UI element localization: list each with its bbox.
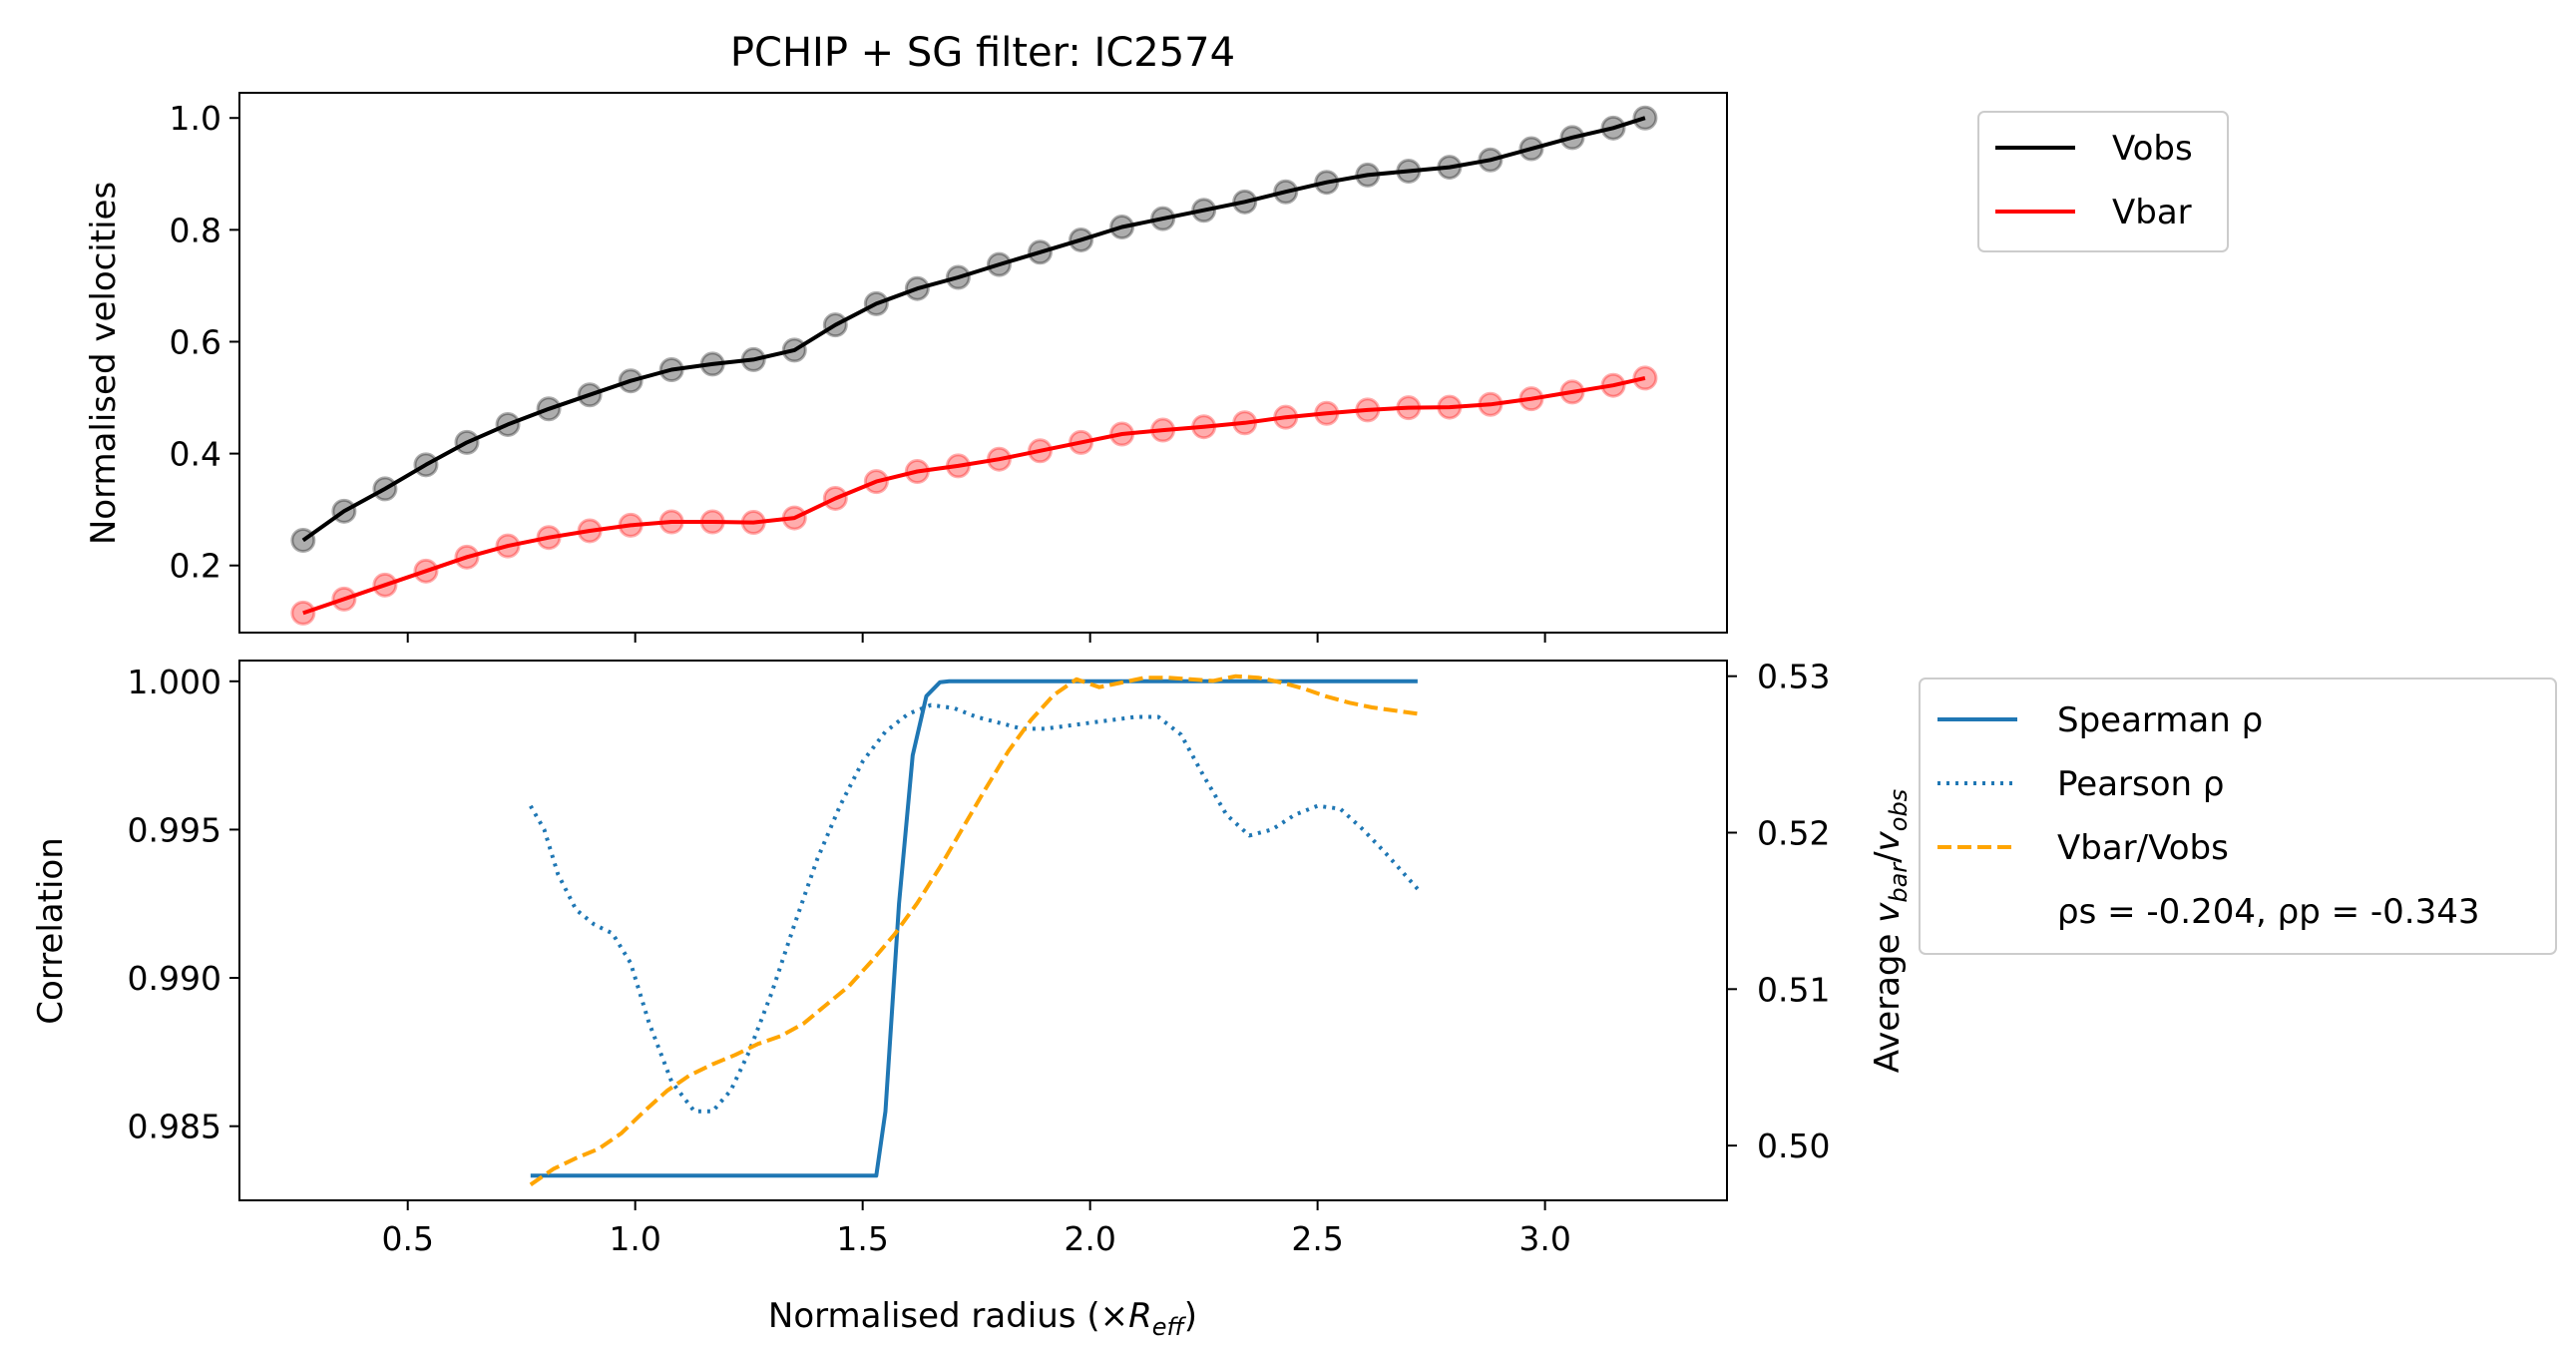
x-tick-label: 1.5 <box>836 1219 888 1258</box>
vbar-line <box>302 375 1646 616</box>
right-y-tick-label: 0.50 <box>1757 1127 1830 1165</box>
x-axis-label-main: Normalised radius (× <box>768 1296 1128 1336</box>
bottom-y-axis-label: Correlation <box>31 837 71 1024</box>
vbar-vobs-ratio-line <box>529 674 1419 1186</box>
legend-correlation-note: ρs = -0.204, ρp = -0.343 <box>2057 892 2480 932</box>
top-legend: Vobs Vbar <box>1977 111 2229 252</box>
pearson-line <box>529 702 1420 1114</box>
right-y-label-sub1: bar <box>1885 861 1913 903</box>
right-y-label-main: Average <box>1868 923 1908 1073</box>
bottom-plot-area <box>529 674 1420 1186</box>
top-y-tick-label: 0.2 <box>170 547 221 586</box>
x-tick-label: 3.0 <box>1518 1219 1570 1258</box>
x-tick-label: 2.0 <box>1064 1219 1115 1258</box>
x-tick-label: 2.5 <box>1291 1219 1343 1258</box>
right-y-tick-label: 0.51 <box>1757 970 1830 1009</box>
legend-spearman-label: Spearman ρ <box>2057 700 2263 740</box>
x-axis-label-end: ) <box>1184 1296 1197 1336</box>
right-y-label-v1: v <box>1868 902 1908 923</box>
right-y-axis-label: Average vbar/vobs <box>1868 789 1913 1073</box>
left-y-tick-label: 1.000 <box>128 663 221 701</box>
vobs-marker <box>1632 105 1658 131</box>
x-tick-label: 1.0 <box>609 1219 660 1258</box>
bottom-legend: Spearman ρ Pearson ρ Vbar/Vobs ρs = -0.2… <box>1919 678 2557 955</box>
top-y-tick-label: 1.0 <box>170 99 221 138</box>
x-axis-label-subscript: eff <box>1152 1313 1187 1341</box>
left-y-tick-label: 0.995 <box>128 810 221 849</box>
left-y-tick-label: 0.990 <box>128 959 221 998</box>
top-axes-frame <box>238 92 1728 634</box>
bottom-axis-ticks: 0.985 0.990 0.995 1.000 0.50 0.51 0.52 0.53 0.5 1… <box>128 658 1831 1258</box>
bottom-legend-frame <box>1919 678 2557 955</box>
top-y-tick-label: 0.6 <box>170 322 221 361</box>
x-axis-label-symbol: R <box>1128 1296 1152 1336</box>
right-y-tick-label: 0.53 <box>1757 658 1830 696</box>
left-y-tick-label: 0.985 <box>128 1108 221 1146</box>
vbar-marker <box>1632 365 1658 391</box>
right-y-label-slash: / <box>1868 851 1908 863</box>
right-y-label-v2: v <box>1868 830 1908 851</box>
chart-title: PCHIP + SG filter: IC2574 <box>730 30 1235 76</box>
top-plot-area <box>290 105 1658 626</box>
legend-ratio-label: Vbar/Vobs <box>2057 828 2229 868</box>
spearman-line <box>530 679 1418 1178</box>
legend-vbar-label: Vbar <box>2112 193 2192 232</box>
x-tick-label: 0.5 <box>381 1219 433 1258</box>
bottom-axes-frame <box>238 660 1728 1201</box>
right-y-tick-label: 0.52 <box>1757 813 1830 852</box>
right-y-label-sub2: obs <box>1885 789 1913 831</box>
top-y-tick-label: 0.8 <box>170 211 221 249</box>
legend-pearson-label: Pearson ρ <box>2057 764 2224 804</box>
top-axis-ticks: 0.2 0.4 0.6 0.8 1.0 <box>170 99 1546 643</box>
vobs-line <box>301 116 1646 543</box>
x-axis-label: Normalised radius (×Reff) <box>768 1296 1197 1341</box>
top-y-tick-label: 0.4 <box>170 435 221 474</box>
legend-vobs-label: Vobs <box>2112 129 2193 169</box>
top-y-axis-label: Normalised velocities <box>84 182 124 545</box>
